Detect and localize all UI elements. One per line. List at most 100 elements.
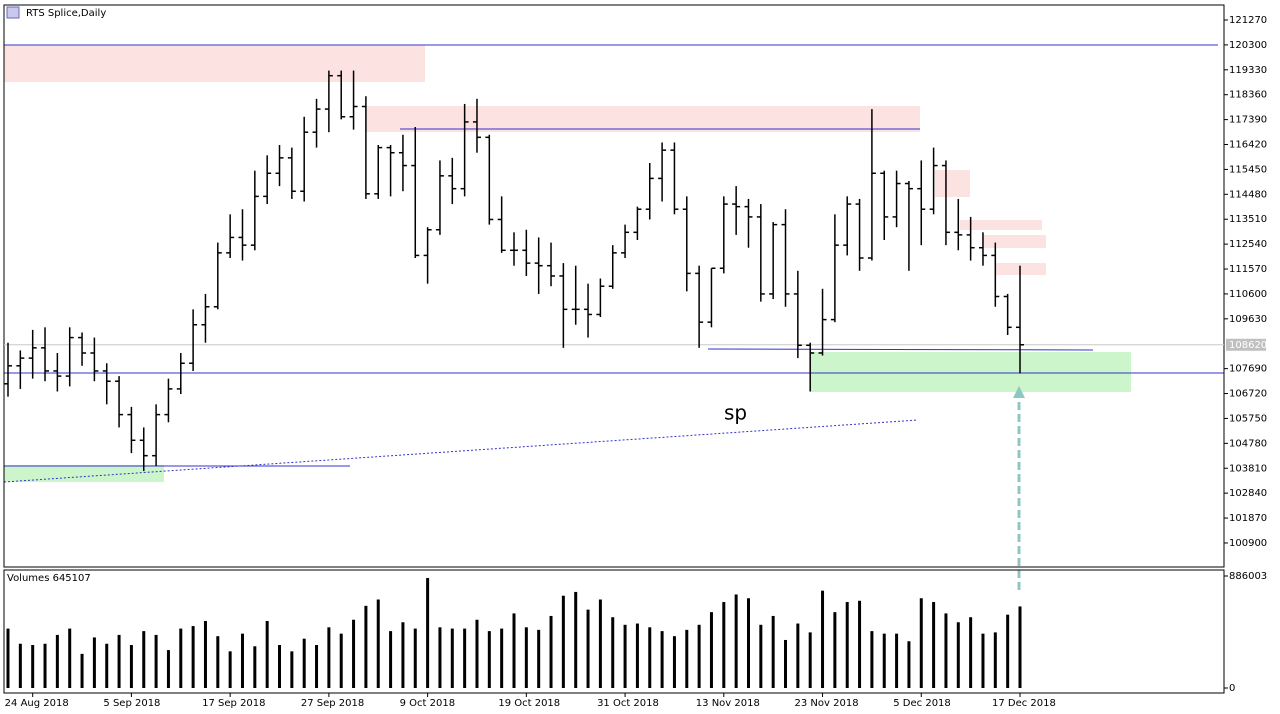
- volume-bar: [166, 650, 170, 688]
- volume-bar: [487, 631, 491, 688]
- chart-title: RTS Splice,Daily: [26, 8, 106, 19]
- volume-bar: [944, 613, 948, 688]
- volume-bar: [833, 612, 837, 688]
- volume-bar: [734, 594, 738, 688]
- y-tick-label: 110600: [1229, 289, 1267, 300]
- volume-bar: [278, 645, 282, 688]
- volume-bar: [6, 628, 10, 688]
- volume-bar: [709, 612, 713, 688]
- volume-bar: [858, 600, 862, 688]
- y-tick-label: 101870: [1229, 513, 1267, 524]
- volume-bar: [117, 634, 121, 688]
- volume-bar: [561, 595, 565, 688]
- volume-bar: [216, 636, 220, 688]
- volume-bar: [784, 639, 788, 688]
- volume-bar: [228, 651, 232, 688]
- y-tick-label: 107690: [1229, 364, 1267, 375]
- resistance-zone: [935, 170, 970, 197]
- x-tick-label: 17 Sep 2018: [202, 698, 265, 709]
- volume-bar: [450, 628, 454, 688]
- volume-bar: [253, 646, 257, 688]
- y-tick-label: 112540: [1229, 239, 1267, 250]
- y-tick-label: 113510: [1229, 214, 1267, 225]
- volume-bar: [771, 615, 775, 688]
- y-tick-label: 111570: [1229, 264, 1267, 275]
- volume-bar: [537, 629, 541, 688]
- volume-bar: [302, 638, 306, 688]
- volume-bar: [265, 621, 269, 688]
- y-tick-label: 115450: [1229, 164, 1267, 175]
- volume-bar: [290, 651, 294, 688]
- volume-bar: [611, 617, 615, 688]
- y-tick-label: 0: [1229, 683, 1235, 694]
- y-tick-label: 100900: [1229, 538, 1267, 549]
- price-panel: [3, 4, 1225, 568]
- volume-bar: [500, 628, 504, 688]
- volume-bar: [105, 643, 109, 688]
- volume-bar: [203, 621, 207, 688]
- chart-icon: [6, 6, 20, 19]
- volume-bar: [55, 634, 59, 688]
- x-tick-label: 9 Oct 2018: [400, 698, 455, 709]
- volume-bar: [339, 633, 343, 688]
- volume-bar: [401, 622, 405, 688]
- resistance-zone: [960, 220, 1042, 230]
- volume-bar: [191, 626, 195, 688]
- x-tick-label: 5 Dec 2018: [893, 698, 951, 709]
- volume-bar: [426, 578, 430, 688]
- volume-bar: [179, 628, 183, 688]
- resistance-zone: [983, 235, 1046, 248]
- x-tick-label: 31 Oct 2018: [597, 698, 659, 709]
- volume-bar: [463, 628, 467, 688]
- volume-bar: [746, 598, 750, 688]
- volume-bar: [43, 643, 47, 688]
- volume-bar: [524, 627, 528, 688]
- volume-bar: [315, 645, 319, 688]
- volume-bar: [438, 627, 442, 688]
- volume-bar: [512, 613, 516, 688]
- arrow-head: [1013, 386, 1025, 398]
- volume-bar: [623, 624, 627, 688]
- volume-bar: [586, 609, 590, 688]
- volume-bar: [376, 599, 380, 688]
- volume-bar: [919, 598, 923, 688]
- volume-title: Volumes 645107: [7, 573, 91, 584]
- y-tick-label: 114480: [1229, 189, 1267, 200]
- y-tick-label: 120300: [1229, 40, 1267, 51]
- volume-bar: [31, 645, 35, 688]
- y-tick-label: 104780: [1229, 438, 1267, 449]
- volume-bar: [142, 631, 146, 688]
- level-line: [707, 348, 1094, 351]
- volume-bar: [549, 615, 553, 688]
- y-tick-label: 116420: [1229, 140, 1267, 151]
- y-tick-label: 106720: [1229, 389, 1267, 400]
- volume-bar: [660, 631, 664, 688]
- x-tick-label: 13 Nov 2018: [696, 698, 760, 709]
- volume-bar: [993, 632, 997, 688]
- support-zone: [810, 352, 1131, 392]
- volume-bar: [648, 627, 652, 688]
- y-tick-label: 105750: [1229, 413, 1267, 424]
- annotation: sp: [724, 401, 747, 425]
- trend-line: [3, 419, 919, 483]
- x-tick-label: 19 Oct 2018: [498, 698, 560, 709]
- volume-bar: [882, 633, 886, 688]
- resistance-zone: [4, 45, 425, 82]
- volume-bar: [80, 653, 84, 688]
- x-tick-label: 23 Nov 2018: [795, 698, 859, 709]
- volume-bar: [92, 637, 96, 688]
- volume-bar: [1006, 614, 1010, 688]
- volume-bar: [981, 633, 985, 688]
- y-tick-label: 109630: [1229, 314, 1267, 325]
- volume-panel: [3, 569, 1225, 694]
- current-price-box: [1226, 338, 1266, 351]
- volume-bar: [895, 633, 899, 688]
- volume-bar: [154, 634, 158, 688]
- resistance-zone: [365, 106, 920, 132]
- volume-bar: [697, 624, 701, 688]
- volume-bar: [475, 619, 479, 688]
- volume-bar: [352, 619, 356, 688]
- volume-bar: [389, 631, 393, 688]
- volume-bar: [722, 602, 726, 688]
